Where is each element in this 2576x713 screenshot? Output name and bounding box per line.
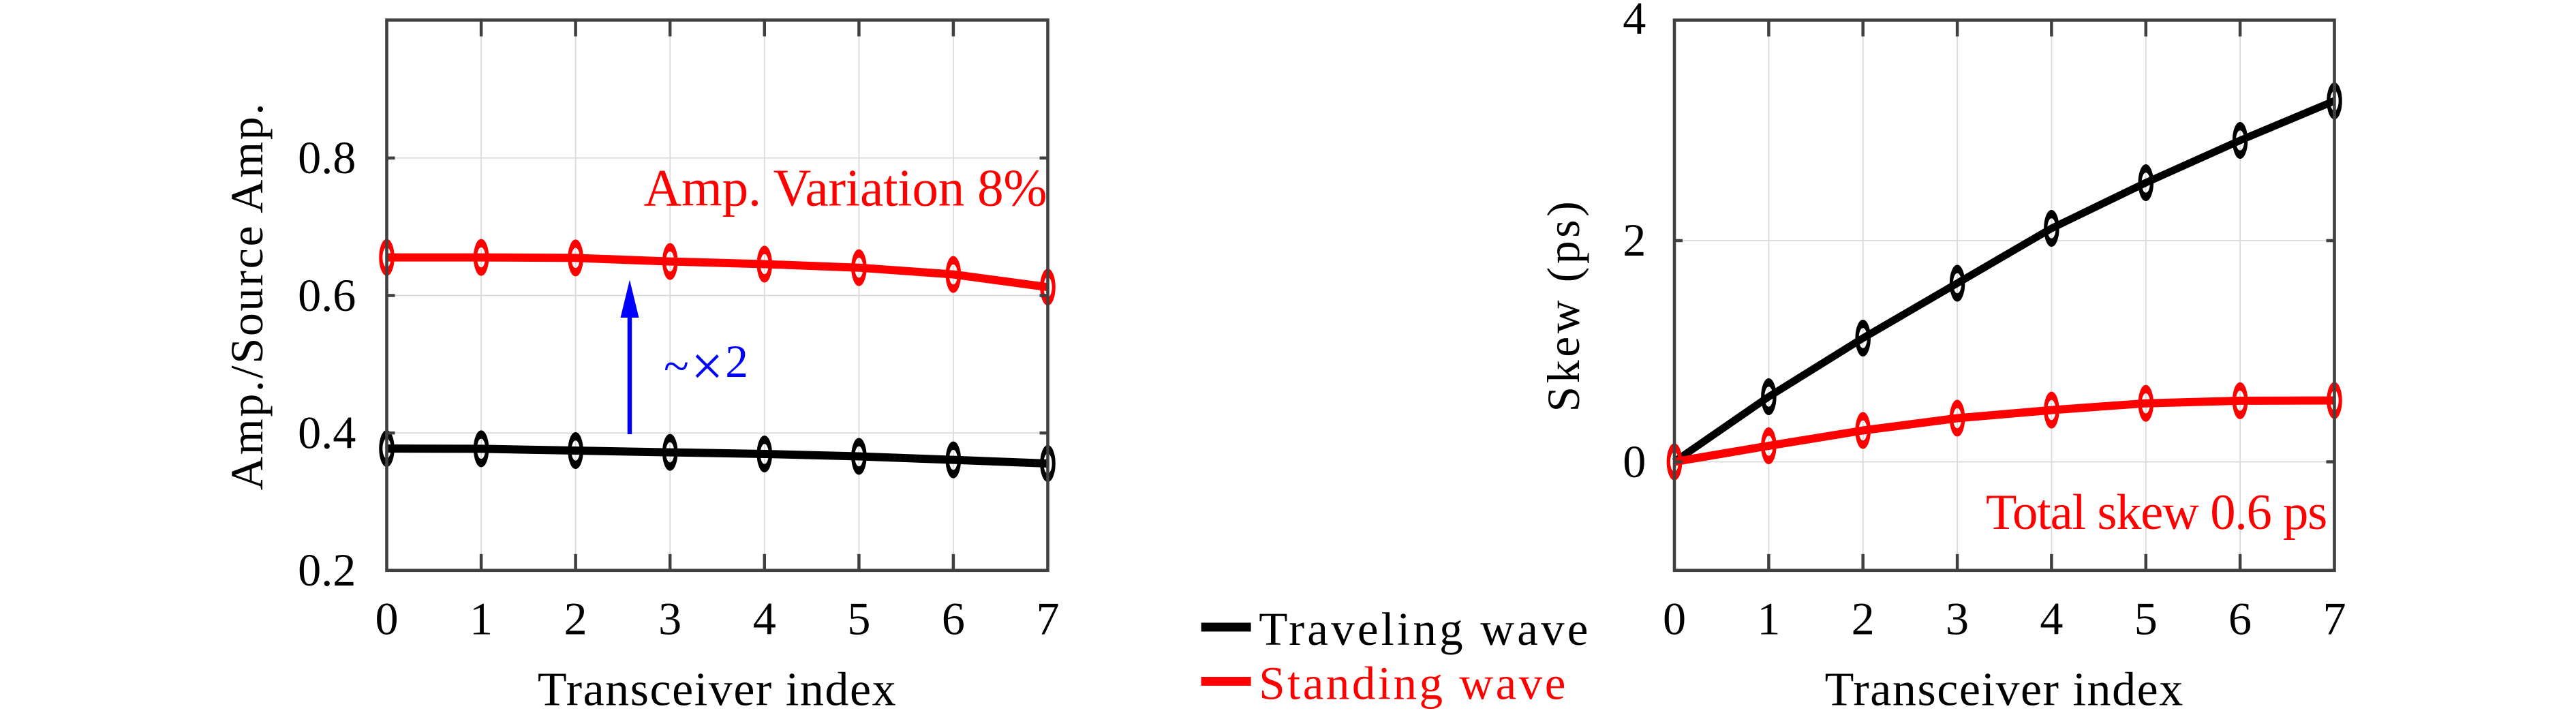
svg-text:Traveling wave: Traveling wave xyxy=(1259,603,1591,655)
svg-text:4: 4 xyxy=(753,593,776,645)
svg-text:3: 3 xyxy=(658,593,681,645)
svg-text:2: 2 xyxy=(1852,593,1875,645)
svg-text:0.8: 0.8 xyxy=(298,132,356,183)
svg-text:4: 4 xyxy=(1623,0,1646,44)
svg-text:Amp. Variation 8%: Amp. Variation 8% xyxy=(644,159,1047,217)
svg-text:4: 4 xyxy=(2040,593,2063,645)
svg-text:Transceiver index: Transceiver index xyxy=(1825,664,2184,713)
svg-text:7: 7 xyxy=(1036,593,1059,645)
svg-text:7: 7 xyxy=(2322,593,2346,645)
svg-text:2: 2 xyxy=(1623,214,1646,266)
svg-text:Standing wave: Standing wave xyxy=(1259,658,1568,710)
svg-text:6: 6 xyxy=(942,593,965,645)
svg-text:1: 1 xyxy=(1757,593,1780,645)
svg-text:5: 5 xyxy=(847,593,870,645)
svg-text:0: 0 xyxy=(1623,436,1646,487)
svg-text:2: 2 xyxy=(725,336,748,387)
svg-text:0.2: 0.2 xyxy=(298,544,356,596)
svg-text:Amp./Source Amp.: Amp./Source Amp. xyxy=(221,102,273,490)
svg-text:0.6: 0.6 xyxy=(298,269,356,321)
svg-text:5: 5 xyxy=(2134,593,2158,645)
svg-text:×: × xyxy=(691,335,723,398)
svg-text:1: 1 xyxy=(470,593,493,645)
svg-text:0: 0 xyxy=(1663,593,1686,645)
svg-text:6: 6 xyxy=(2228,593,2252,645)
svg-text:Transceiver index: Transceiver index xyxy=(538,664,897,713)
svg-text:Total skew 0.6 ps: Total skew 0.6 ps xyxy=(1986,485,2327,541)
svg-text:3: 3 xyxy=(1946,593,1969,645)
svg-text:Skew (ps): Skew (ps) xyxy=(1538,198,1589,412)
svg-text:2: 2 xyxy=(564,593,587,645)
svg-text:0.4: 0.4 xyxy=(298,407,356,459)
svg-text:~: ~ xyxy=(664,339,689,391)
svg-text:0: 0 xyxy=(375,593,398,645)
